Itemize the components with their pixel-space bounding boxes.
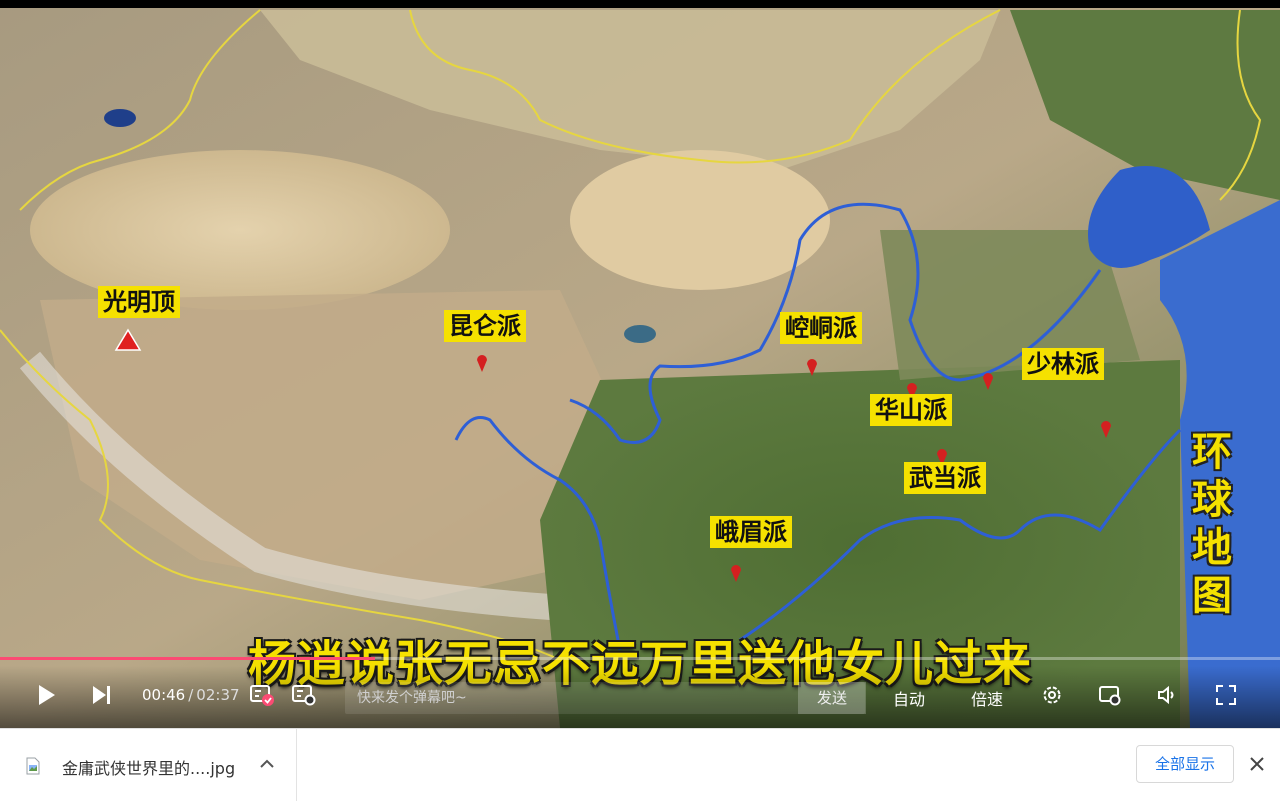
send-danmaku-button[interactable]: 发送 [798, 682, 866, 714]
marker-pin-shaolin [983, 373, 993, 390]
danmaku-settings-icon [292, 685, 316, 706]
video-player[interactable]: 光明顶 昆仑派 崆峒派 少林派 华山派 武当派 峨眉派 环球地图 杨逍说张无忌不… [0, 0, 1280, 728]
danmaku-input[interactable]: 快来发个弹幕吧~ [345, 682, 865, 714]
download-bar: 金庸武侠世界里的....jpg 全部显示 [0, 728, 1280, 801]
label-wudang: 武当派 [904, 462, 986, 494]
marker-pin-huashan [907, 383, 917, 400]
label-guangmingding: 光明顶 [98, 286, 180, 318]
speed-button[interactable]: 倍速 [971, 690, 1004, 709]
marker-pin-songshan [1101, 421, 1111, 438]
progress-fill [0, 657, 376, 660]
marker-pin-kunlun [477, 355, 487, 372]
pip-button[interactable] [1096, 680, 1124, 710]
volume-button[interactable] [1154, 680, 1182, 710]
time-display: 00:46/02:37 [142, 686, 240, 704]
current-time: 00:46 [142, 686, 186, 704]
label-kunlun: 昆仑派 [444, 310, 526, 342]
fullscreen-icon [1216, 685, 1236, 705]
file-icon [26, 757, 40, 775]
control-bar: 00:46/02:37 快来发个弹幕吧~ 发送 自动 倍速 [0, 666, 1280, 728]
volume-icon [1158, 685, 1174, 705]
label-kongtong: 崆峒派 [780, 312, 862, 344]
play-icon [39, 685, 55, 705]
show-all-button[interactable]: 全部显示 [1136, 745, 1234, 783]
next-icon [93, 686, 110, 704]
marker-triangle-guangmingding [114, 328, 142, 351]
satellite-map [0, 0, 1280, 728]
label-shaolin: 少林派 [1022, 348, 1104, 380]
settings-icon [1043, 686, 1061, 704]
duration: 02:37 [196, 686, 240, 704]
settings-button[interactable] [1038, 680, 1066, 710]
download-item[interactable]: 金庸武侠世界里的....jpg [0, 729, 297, 801]
marker-pin-wudang [937, 449, 947, 466]
marker-pin-kongtong [807, 359, 817, 376]
download-file-name: 金庸武侠世界里的....jpg [62, 759, 236, 778]
vertical-title: 环球地图 [1192, 429, 1232, 619]
danmaku-toggle-button[interactable] [248, 680, 276, 710]
next-button[interactable] [88, 680, 116, 710]
label-emei: 峨眉派 [710, 516, 792, 548]
danmaku-toggle-icon [250, 685, 274, 706]
chevron-up-icon[interactable] [256, 753, 278, 775]
close-icon[interactable] [1248, 755, 1266, 773]
pip-icon [1099, 686, 1121, 706]
danmaku-settings-button[interactable] [290, 680, 318, 710]
time-separator: / [188, 686, 194, 704]
label-huashan: 华山派 [870, 394, 952, 426]
play-button[interactable] [32, 680, 60, 710]
marker-pin-emei [731, 565, 741, 582]
auto-quality-button[interactable]: 自动 [893, 690, 926, 709]
fullscreen-button[interactable] [1212, 680, 1240, 710]
progress-bar[interactable] [0, 657, 1280, 660]
